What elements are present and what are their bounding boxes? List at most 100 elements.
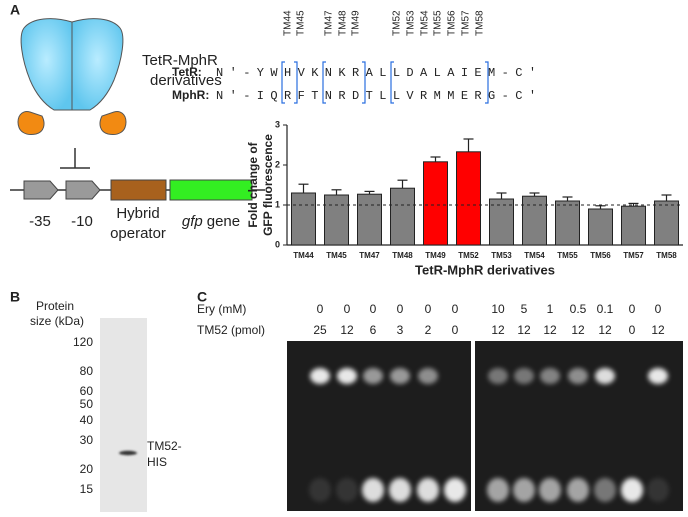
ery-value: 0 — [370, 302, 377, 316]
mutant-label: TM44 — [283, 10, 294, 36]
mutant-label: TM45 — [296, 10, 307, 36]
gel-band — [621, 478, 643, 502]
ery-value: 10 — [491, 302, 505, 316]
gel-b — [100, 318, 147, 512]
gel-band — [513, 478, 535, 502]
alignment-brackets — [281, 61, 489, 104]
gel-b-title: Protein — [36, 299, 74, 313]
tm52-value: 0 — [452, 323, 459, 337]
tm52-value: 12 — [543, 323, 557, 337]
gene-italic: gfp — [182, 213, 203, 230]
mutant-label: TM57 — [461, 10, 472, 36]
bar — [390, 187, 415, 246]
panel-label: A — [10, 2, 20, 18]
gel-band — [567, 478, 589, 502]
gel-band — [418, 368, 438, 384]
panel-label: C — [197, 289, 207, 305]
marker-label: 30 — [80, 433, 94, 447]
mutant-label: TM56 — [447, 10, 458, 36]
marker-label: 60 — [80, 384, 94, 398]
x-tick-label: TM48 — [392, 251, 413, 260]
mutant-label: TM49 — [351, 10, 362, 36]
bar — [555, 200, 580, 246]
y-tick-label: 1 — [275, 199, 280, 209]
bar — [489, 198, 514, 246]
bar — [324, 194, 349, 246]
ery-value: 0 — [452, 302, 459, 316]
ery-value: 0 — [655, 302, 662, 316]
sequence: N'-IQRFTNRDTLLVRMMERG-C' — [216, 89, 542, 103]
marker-label: 120 — [73, 335, 93, 349]
gel-band — [119, 450, 137, 456]
bar — [357, 193, 382, 246]
marker-label: 80 — [80, 364, 94, 378]
protein-dimer — [17, 18, 127, 135]
gel-band — [336, 478, 358, 502]
ery-value: 0 — [425, 302, 432, 316]
bar — [654, 200, 679, 246]
tm52-value: 3 — [397, 323, 404, 337]
gel-band — [568, 368, 588, 384]
bar-chart: 0 1 2 3 Fold change of GFP fluorescence TetR-M… — [246, 119, 683, 277]
operator-label: operator — [110, 225, 166, 242]
x-tick-label: TM52 — [458, 251, 479, 260]
ery-value: 0 — [629, 302, 636, 316]
mutant-label: TM58 — [475, 10, 486, 36]
gel-band — [309, 478, 331, 502]
mutant-label: TM52 — [392, 10, 403, 36]
tm52-value: 2 — [425, 323, 432, 337]
promoter-label: -35 — [29, 213, 51, 230]
operator-box — [110, 179, 167, 201]
ery-value: 1 — [547, 302, 554, 316]
mutant-label: TM48 — [338, 10, 349, 36]
tm52-value: 12 — [491, 323, 505, 337]
x-tick-label: TM53 — [491, 251, 512, 260]
gel-band — [337, 368, 357, 384]
protein-label: TetR-MphR — [142, 52, 218, 69]
gel-c-content: Ery (mM)TM52 (pmol)025012060302001012512… — [197, 302, 669, 502]
x-tick-label: TM55 — [557, 251, 578, 260]
x-axis-label: TetR-MphR derivatives — [415, 262, 555, 277]
band-label: HIS — [147, 455, 167, 469]
sequence: N'-YWHVKNKRALLDALAIEM-C' — [216, 66, 542, 80]
promoter-label: -10 — [71, 213, 93, 230]
alignment: TM44 TM45 TM47 TM48 TM49 TM52 TM53 TM54 TM55 TM56… — [172, 10, 542, 103]
row-name: TetR: — [172, 65, 202, 79]
x-tick-label: TM58 — [656, 251, 677, 260]
gel-band — [595, 368, 615, 384]
tm52-value: 12 — [651, 323, 665, 337]
bar — [291, 192, 316, 246]
operator-label: Hybrid — [116, 205, 159, 222]
gel-b-title: size (kDa) — [30, 314, 84, 328]
x-tick-label: TM54 — [524, 251, 545, 260]
bar — [621, 205, 646, 246]
x-tick-label: TM57 — [623, 251, 644, 260]
bar — [423, 161, 448, 246]
gel-band — [648, 368, 668, 384]
promoter-arrow — [65, 180, 101, 200]
gel-band — [488, 368, 508, 384]
x-tick-label: TM45 — [326, 251, 347, 260]
mutant-label: TM54 — [420, 10, 431, 36]
protein-label: derivatives — [150, 72, 222, 89]
marker-label: 15 — [80, 482, 94, 496]
gel-band — [540, 368, 560, 384]
x-tick-label: TM47 — [359, 251, 380, 260]
marker-label: 50 — [80, 397, 94, 411]
gel-band — [310, 368, 330, 384]
ery-value: 0 — [344, 302, 351, 316]
gene-label: gfp gene — [182, 213, 240, 230]
y-axis-label: GFP fluorescence — [261, 134, 275, 236]
band-label: TM52- — [147, 439, 182, 453]
row-name: MphR: — [172, 88, 209, 102]
panel-label: B — [10, 289, 20, 305]
bar — [588, 208, 613, 246]
gene-box — [169, 179, 253, 201]
tm52-value: 6 — [370, 323, 377, 337]
x-tick-label: TM44 — [293, 251, 314, 260]
gel-band — [390, 368, 410, 384]
ery-value: 5 — [521, 302, 528, 316]
